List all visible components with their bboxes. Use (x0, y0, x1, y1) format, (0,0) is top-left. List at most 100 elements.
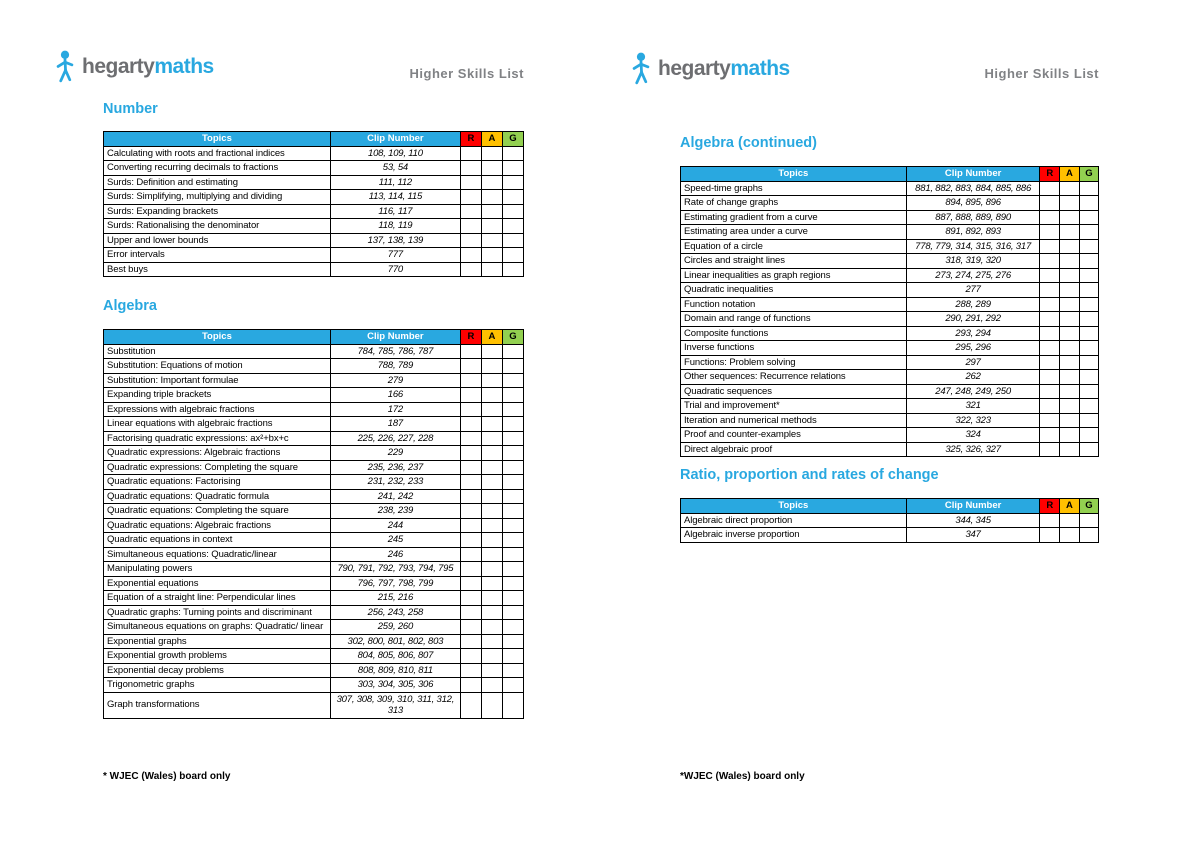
clip-number-cell: 303, 304, 305, 306 (329, 677, 461, 693)
rag-red-cell (459, 203, 482, 219)
table-row: Quadratic equations in context 245 (103, 532, 525, 548)
table-row: Iteration and numerical methods 322, 323 (680, 412, 1100, 428)
rag-green-header: G (501, 131, 525, 147)
rag-amber-cell (1059, 267, 1080, 283)
table-row: Upper and lower bounds 137, 138, 139 (103, 232, 525, 248)
topic-cell: Equation of a circle (680, 238, 907, 254)
table-row: Surds: Simplifying, multiplying and divi… (103, 189, 525, 205)
rag-red-cell (1039, 512, 1061, 528)
rag-green-cell (1078, 369, 1100, 385)
rag-green-cell (501, 488, 525, 504)
clip-number-cell: 778, 779, 314, 315, 316, 317 (905, 238, 1041, 254)
topic-cell: Substitution (103, 343, 331, 359)
rag-green-cell (501, 247, 525, 263)
clip-number-cell: 321 (905, 398, 1041, 414)
rag-green-cell (501, 372, 525, 388)
rag-red-cell (459, 648, 482, 664)
rag-amber-cell (480, 160, 503, 176)
rag-green-cell (1078, 412, 1100, 428)
rag-green-cell (1078, 282, 1100, 298)
table-row: Circles and straight lines 318, 319, 320 (680, 253, 1100, 269)
clip-number-cell: 166 (329, 387, 461, 403)
table-row: Other sequences: Recurrence relations 262 (680, 369, 1100, 385)
topic-cell: Calculating with roots and fractional in… (103, 145, 331, 161)
clip-number-cell: 770 (329, 261, 461, 277)
table-row: Trigonometric graphs 303, 304, 305, 306 (103, 677, 525, 693)
rag-red-cell (459, 459, 482, 475)
table-row: Direct algebraic proof 325, 326, 327 (680, 441, 1100, 457)
rag-amber-cell (1059, 340, 1080, 356)
logo-wordmark: hegartymaths (82, 55, 214, 79)
rag-red-cell (459, 387, 482, 403)
table-row: Domain and range of functions 290, 291, 2… (680, 311, 1100, 327)
clip-number-cell: 318, 319, 320 (905, 253, 1041, 269)
rag-green-cell (501, 145, 525, 161)
rag-green-cell (1078, 311, 1100, 327)
clip-number-cell: 347 (905, 527, 1041, 543)
rag-red-header: R (459, 329, 482, 345)
rag-amber-cell (480, 503, 503, 519)
table-row: Functions: Problem solving 297 (680, 354, 1100, 370)
topic-cell: Quadratic equations: Completing the squa… (103, 503, 331, 519)
algebra-table: Topics Clip Number R A G Substitution 784… (103, 329, 525, 719)
topic-cell: Exponential equations (103, 575, 331, 591)
table-row: Quadratic equations: Factorising 231, 232… (103, 474, 525, 490)
clip-number-header: Clip Number (905, 498, 1041, 514)
rag-red-header: R (1039, 498, 1061, 514)
topics-header: Topics (103, 131, 331, 147)
topic-cell: Domain and range of functions (680, 311, 907, 327)
topic-cell: Surds: Rationalising the denominator (103, 218, 331, 234)
rag-amber-cell (1059, 325, 1080, 341)
table-row: Equation of a straight line: Perpendicul… (103, 590, 525, 606)
rag-amber-cell (1059, 383, 1080, 399)
topic-cell: Speed-time graphs (680, 180, 907, 196)
rag-amber-cell (1059, 180, 1080, 196)
topic-cell: Estimating gradient from a curve (680, 209, 907, 225)
topic-cell: Error intervals (103, 247, 331, 263)
rag-green-cell (501, 517, 525, 533)
rag-green-cell (501, 590, 525, 606)
table-row: Factorising quadratic expressions: ax²+b… (103, 430, 525, 446)
rag-red-cell (1039, 369, 1061, 385)
clip-number-cell: 225, 226, 227, 228 (329, 430, 461, 446)
clip-number-cell: 256, 243, 258 (329, 604, 461, 620)
topic-cell: Function notation (680, 296, 907, 312)
rag-amber-cell (480, 488, 503, 504)
table-row: Exponential decay problems 808, 809, 810,… (103, 662, 525, 678)
table-row: Error intervals 777 (103, 247, 525, 263)
rag-amber-cell (1059, 311, 1080, 327)
rag-red-cell (459, 488, 482, 504)
clip-number-cell: 113, 114, 115 (329, 189, 461, 205)
rag-red-cell (1039, 253, 1061, 269)
rag-red-cell (1039, 180, 1061, 196)
table-row: Algebraic direct proportion 344, 345 (680, 512, 1100, 528)
topic-cell: Substitution: Equations of motion (103, 358, 331, 374)
rag-amber-header: A (1059, 166, 1080, 182)
topic-cell: Quadratic inequalities (680, 282, 907, 298)
table-row: Rate of change graphs 894, 895, 896 (680, 195, 1100, 211)
rag-amber-cell (480, 416, 503, 432)
rag-green-cell (501, 430, 525, 446)
rag-green-cell (1078, 296, 1100, 312)
topic-cell: Surds: Definition and estimating (103, 174, 331, 190)
rag-amber-cell (480, 372, 503, 388)
rag-red-cell (459, 247, 482, 263)
rag-amber-cell (480, 218, 503, 234)
clip-number-cell: 241, 242 (329, 488, 461, 504)
rag-green-cell (1078, 209, 1100, 225)
logo-word-maths: maths (154, 55, 214, 78)
clip-number-cell: 279 (329, 372, 461, 388)
rag-amber-cell (1059, 398, 1080, 414)
rag-green-cell (1078, 398, 1100, 414)
table-row: Substitution 784, 785, 786, 787 (103, 343, 525, 359)
rag-green-cell (501, 677, 525, 693)
rag-green-cell (501, 474, 525, 490)
rag-amber-cell (1059, 354, 1080, 370)
rag-amber-cell (480, 561, 503, 577)
table-header-row: Topics Clip Number R A G (680, 166, 1100, 182)
rag-amber-cell (480, 445, 503, 461)
rag-red-cell (459, 174, 482, 190)
clip-number-cell: 302, 800, 801, 802, 803 (329, 633, 461, 649)
rag-amber-cell (480, 619, 503, 635)
rag-red-cell (1039, 441, 1061, 457)
